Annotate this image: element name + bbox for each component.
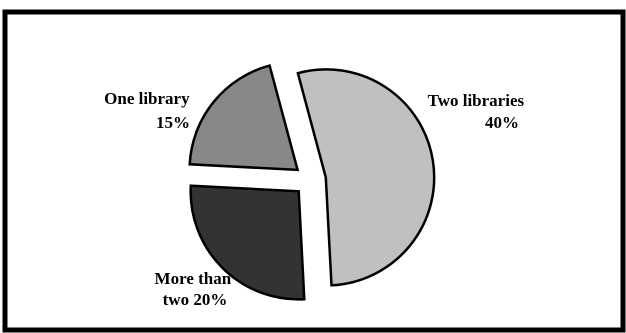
- slice-one-library: [188, 64, 300, 172]
- slice-labels: Two libraries 40% One library 15% More t…: [104, 89, 529, 309]
- label-more-than-two: More than two 20%: [155, 269, 236, 309]
- label-two-libraries: Two libraries 40%: [428, 91, 529, 132]
- chart-border: [2, 9, 626, 333]
- label-one-library: One library 15%: [104, 89, 194, 132]
- slice-two-libraries: [296, 68, 436, 287]
- slice-more-than-two: [189, 184, 306, 301]
- pie-slices: [188, 64, 436, 301]
